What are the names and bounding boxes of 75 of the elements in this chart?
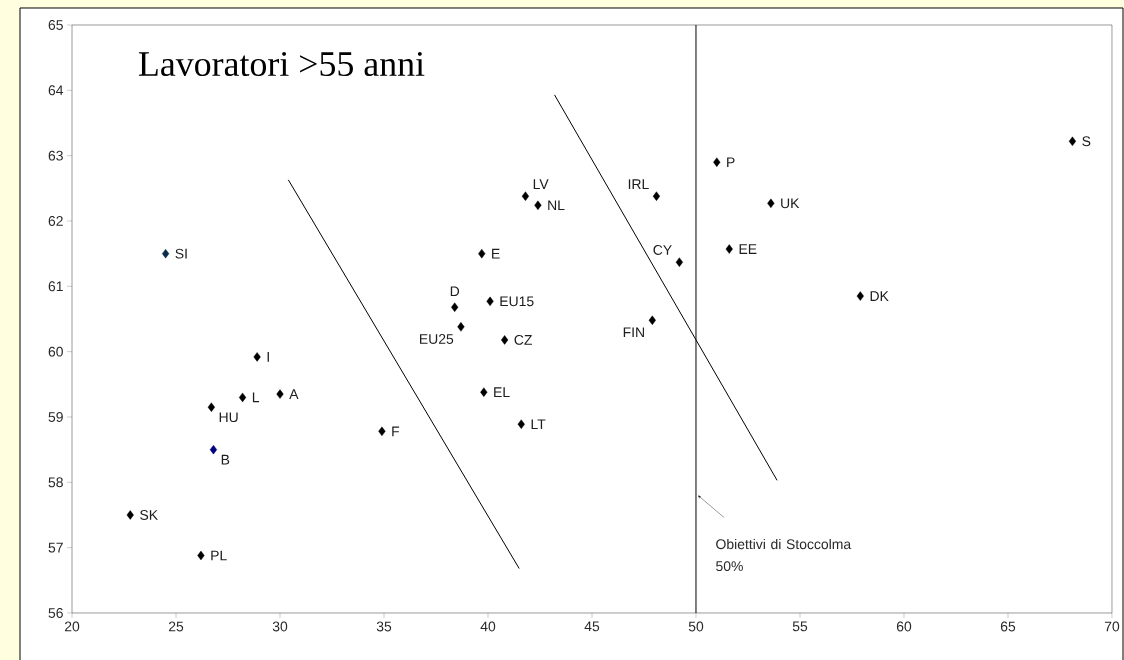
series-label: NL (548, 200, 565, 211)
text: Lavoratori >55 anni (138, 52, 425, 77)
point (486, 296, 494, 307)
point (126, 510, 134, 520)
y-tick-label: 56 (48, 608, 63, 618)
point (209, 444, 218, 455)
series-label: EE (739, 244, 757, 254)
y-tick-label: 59 (48, 412, 63, 422)
point (856, 291, 864, 301)
series-label: I (267, 352, 269, 362)
point (675, 257, 683, 267)
point (238, 392, 247, 403)
point (652, 191, 661, 201)
y-tick-label: 57 (48, 542, 63, 553)
series-label: B (221, 454, 230, 465)
x-tick-label: 35 (376, 621, 392, 632)
series-label: E (492, 248, 500, 259)
series-label: HU (219, 412, 238, 423)
x-tick-label: 25 (168, 621, 184, 632)
x-tick-label: 50 (688, 621, 704, 632)
point (767, 198, 775, 209)
series-label: UK (781, 198, 800, 209)
x-tick-label: 65 (1000, 621, 1016, 632)
point (478, 248, 486, 259)
x-tick-label: 70 (1104, 621, 1120, 632)
y-tick-label: 58 (48, 477, 63, 488)
point (521, 191, 530, 201)
series-label: CZ (514, 334, 532, 345)
point (480, 387, 488, 397)
x-tick-label: 45 (584, 621, 600, 632)
y-tick-label: 62 (48, 216, 63, 226)
series-label: PL (211, 550, 227, 561)
point (162, 248, 170, 259)
series-label: P (727, 157, 735, 167)
point (378, 426, 386, 437)
x-tick-label: 60 (896, 621, 912, 632)
point (207, 402, 215, 412)
point (501, 335, 509, 345)
series-label: F (392, 426, 400, 437)
y-tick-label: 60 (48, 346, 63, 357)
point (451, 302, 459, 312)
y-tick-label: 63 (48, 150, 63, 161)
point (517, 419, 525, 429)
series-label: A (289, 389, 299, 399)
point (648, 315, 656, 325)
x-tick-label: 40 (480, 621, 496, 632)
series-label: CY (653, 245, 672, 255)
y-tick-label: 65 (48, 20, 63, 30)
point (1068, 136, 1077, 146)
series-label: IRL (628, 179, 649, 189)
point (725, 244, 733, 254)
series-label: LV (533, 179, 549, 189)
series-label: D (450, 286, 460, 297)
point (534, 200, 542, 211)
point (197, 550, 205, 561)
x-tick-label: 20 (64, 621, 80, 632)
point (253, 352, 261, 362)
x-tick-label: 30 (272, 621, 288, 632)
series-label: SI (175, 248, 187, 259)
point (276, 389, 284, 399)
series-label: LT (531, 419, 546, 429)
series-label: L (252, 392, 260, 403)
series-label: SK (140, 510, 158, 520)
series-label: EU25 (420, 334, 454, 344)
series-label: S (1082, 136, 1091, 147)
ref-line-label: Obiettivi di Stoccolma 50% (716, 538, 852, 572)
point (713, 157, 721, 167)
y-tick-label: 61 (48, 281, 63, 292)
series-label: DK (870, 291, 889, 301)
x-tick-label: 55 (792, 621, 808, 632)
y-tick-label: 64 (48, 85, 64, 96)
series-label: FIN (623, 327, 644, 338)
point (457, 322, 465, 332)
series-label: EU15 (500, 296, 534, 307)
series-label: EL (494, 387, 510, 397)
